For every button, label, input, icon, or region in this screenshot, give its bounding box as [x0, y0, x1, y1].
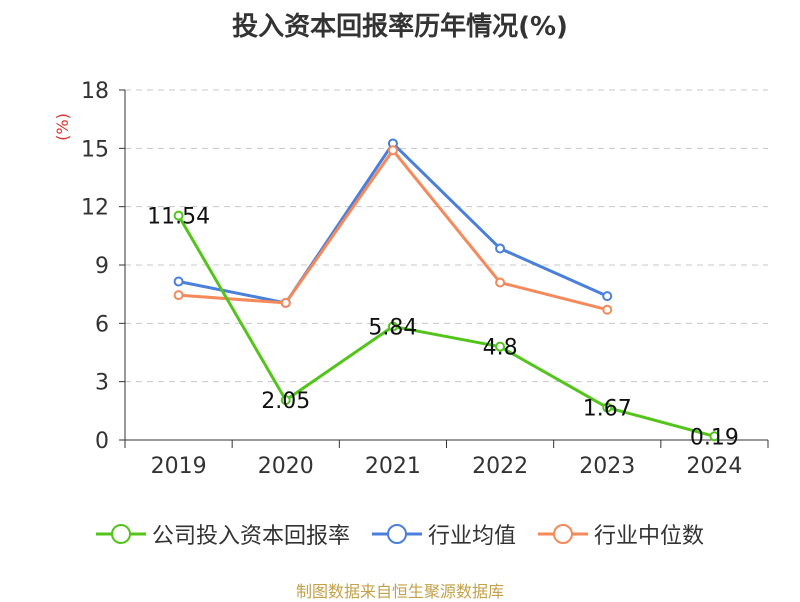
- legend-swatch-icon: [538, 524, 588, 544]
- source-note: 制图数据来自恒生聚源数据库: [295, 582, 504, 601]
- data-point: [173, 276, 184, 287]
- x-tick-label: 2020: [258, 454, 314, 479]
- data-label: 2.05: [261, 389, 310, 414]
- legend-label: 行业均值: [427, 524, 516, 549]
- data-label: 4.8: [483, 336, 518, 361]
- chart-title: 投入资本回报率历年情况(%): [232, 12, 568, 42]
- legend-swatch-icon: [95, 524, 146, 544]
- data-point: [387, 145, 398, 156]
- data-label: 5.84: [368, 315, 417, 340]
- legend: 公司投入资本回报率 行业均值 行业中位数: [0, 518, 800, 550]
- y-tick-label: 3: [95, 371, 109, 396]
- series-line-0: [177, 214, 715, 438]
- legend-swatch-icon: [371, 524, 422, 544]
- legend-label: 公司投入资本回报率: [151, 524, 350, 549]
- y-axis-label: (%): [53, 113, 72, 141]
- y-tick-label: 15: [81, 137, 109, 162]
- legend-item[interactable]: 行业中位数: [538, 518, 704, 550]
- data-label: 1.67: [583, 397, 632, 422]
- label-layer: 11.54 2.05 5.84 4.8 1.67 0.19: [147, 205, 739, 451]
- legend-item[interactable]: 公司投入资本回报率: [95, 518, 350, 550]
- series-layer: [173, 138, 720, 442]
- x-tick-label: 2023: [579, 454, 635, 479]
- data-point: [709, 431, 720, 442]
- data-point: [495, 277, 506, 288]
- axis-layer: 0 3 6 9 12 15 18 2019 2020 2021 2022 2023 2024: [81, 79, 769, 479]
- series-line-2: [178, 148, 608, 312]
- data-point: [602, 402, 613, 413]
- y-tick-label: 6: [95, 312, 109, 337]
- legend-swatch-circle: [110, 524, 131, 544]
- y-tick-label: 0: [95, 429, 109, 454]
- y-tick-label: 12: [81, 196, 109, 221]
- data-point: [602, 291, 613, 302]
- data-point: [602, 304, 613, 315]
- data-point: [495, 341, 506, 352]
- x-tick-label: 2019: [151, 454, 207, 479]
- grid-layer: [125, 89, 768, 383]
- y-tick-label: 9: [95, 254, 109, 279]
- data-label: 11.54: [147, 205, 210, 230]
- data-point: [280, 395, 291, 406]
- data-point: [387, 321, 398, 332]
- data-point: [173, 210, 184, 221]
- legend-swatch-circle: [553, 524, 573, 544]
- legend-swatch-circle: [386, 524, 407, 544]
- x-tick-label: 2021: [365, 454, 421, 479]
- data-label: 0.19: [690, 425, 739, 450]
- y-tick-label: 18: [81, 79, 109, 104]
- data-point: [280, 297, 291, 308]
- x-tick-label: 2022: [472, 454, 528, 479]
- data-point: [495, 243, 506, 254]
- data-point: [173, 290, 184, 301]
- legend-label: 行业中位数: [594, 524, 705, 549]
- series-line-1: [178, 141, 608, 305]
- x-tick-label: 2024: [686, 454, 742, 479]
- legend-item[interactable]: 行业均值: [371, 518, 516, 550]
